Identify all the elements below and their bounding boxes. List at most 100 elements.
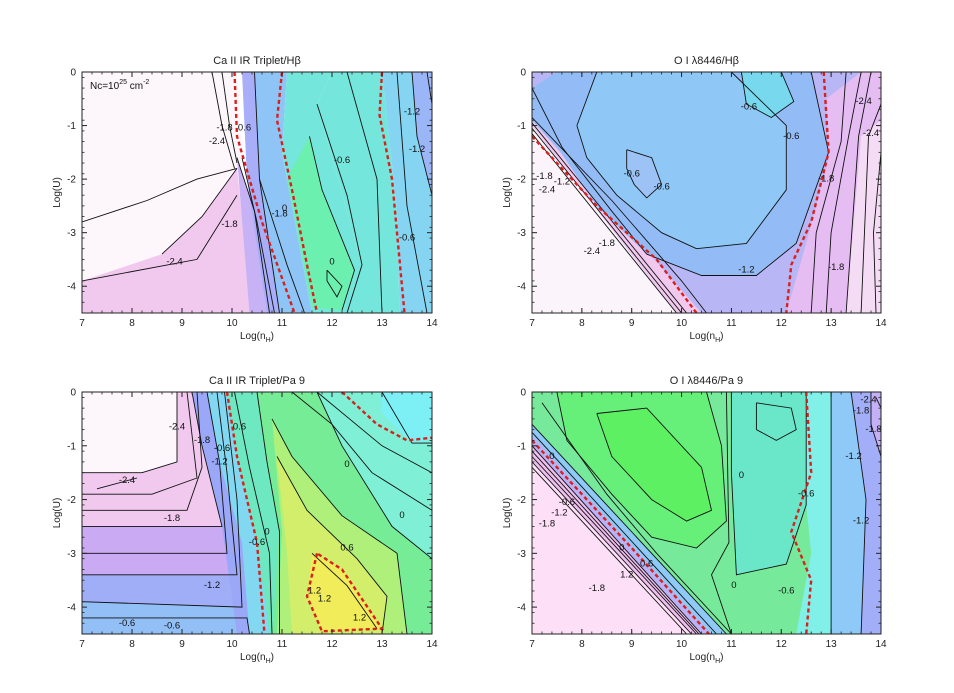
contour-line-dashed <box>233 72 296 313</box>
contour-line <box>311 552 378 629</box>
y-axis-label: Log(U) <box>502 498 513 529</box>
contour-fill <box>796 392 832 634</box>
contour-line <box>541 402 732 634</box>
contour-label: -0.6 <box>798 489 814 500</box>
plot-frame <box>81 71 433 314</box>
contour-line <box>532 127 682 313</box>
contour-line <box>276 456 388 634</box>
contour-label: -0.6 <box>653 182 669 193</box>
x-tick-label: 11 <box>277 318 288 329</box>
x-tick-label: 11 <box>726 318 737 329</box>
contour-label: 0 <box>264 526 269 537</box>
contour-label: 0 <box>549 451 554 462</box>
contour-line <box>82 392 178 474</box>
y-tick-label: -3 <box>67 549 76 560</box>
x-axis-label: Log(nH) <box>690 331 724 344</box>
contour-fill <box>851 392 881 634</box>
contour-line <box>211 72 235 169</box>
y-tick-label: -1 <box>67 441 76 452</box>
contour-label: -2.4 <box>855 96 871 107</box>
x-tick-label: 12 <box>326 318 338 329</box>
contour-line <box>234 392 273 634</box>
contour-line <box>241 157 275 313</box>
contour-fill <box>82 574 242 608</box>
contour-line <box>532 423 727 634</box>
contour-label: -0.6 <box>164 620 180 631</box>
contour-line <box>381 392 432 444</box>
contour-line <box>596 407 713 522</box>
contour-label: 1.2 <box>318 594 331 605</box>
x-tick-label: 14 <box>426 318 438 329</box>
y-tick-label: -3 <box>67 228 76 239</box>
contour-label: -0.6 <box>334 155 350 166</box>
contour-label: -1.2 <box>554 176 570 187</box>
contour-line-dashed <box>378 72 406 313</box>
contour-fill <box>82 526 237 575</box>
contour-label: -2.4 <box>166 257 182 268</box>
y-tick-label: -4 <box>67 603 76 614</box>
contour-label: -1.8 <box>221 219 237 230</box>
x-tick-label: 12 <box>776 318 788 329</box>
y-tick-label: 0 <box>520 388 526 399</box>
contour-fill <box>731 392 807 575</box>
contour-line-dashed <box>532 135 698 313</box>
contour-label: -1.2 <box>853 516 869 527</box>
contour-line-dashed <box>275 72 319 313</box>
x-tick-label: 13 <box>376 318 388 329</box>
contour-fill <box>412 72 432 196</box>
contour-label: -1.8 <box>589 583 605 594</box>
y-tick-label: -4 <box>67 282 76 293</box>
contour-line <box>532 445 702 634</box>
contour-line <box>532 450 700 634</box>
plot-frame <box>531 71 882 314</box>
contour-line <box>346 72 383 313</box>
contour-fill <box>82 392 177 473</box>
x-tick-label: 10 <box>676 639 688 650</box>
x-tick-label: 11 <box>277 639 288 650</box>
contour-line <box>82 167 238 223</box>
x-tick-label: 12 <box>326 639 338 650</box>
contour-label: -0.6 <box>783 131 799 142</box>
contour-fill <box>382 392 432 444</box>
contour-fill <box>287 136 355 311</box>
contour-line <box>875 397 881 409</box>
contour-line <box>326 269 343 298</box>
contour-label: -1.8 <box>536 171 552 182</box>
contour-line <box>740 72 795 119</box>
contour-label: 0 <box>619 542 624 553</box>
contour-label: 0.6 <box>238 123 251 134</box>
chart-title: O I λ8446/Hβ <box>674 55 739 67</box>
x-axis-label: Log(nH) <box>240 331 274 344</box>
chart-title: Ca II IR Triplet/Pa 9 <box>209 375 305 387</box>
plot-frame <box>531 391 882 635</box>
contour-fill <box>576 72 787 249</box>
contour-line <box>316 103 363 313</box>
contour-line <box>825 72 862 313</box>
contour-line <box>755 402 797 441</box>
contour-line <box>532 466 687 634</box>
contour-label: -1.8 <box>818 174 834 185</box>
density-annotation: Nc=1025 cm-2 <box>90 79 149 92</box>
y-axis-label: Log(U) <box>52 498 63 529</box>
x-tick-label: 8 <box>579 639 585 650</box>
contour-label: -1.2 <box>551 508 567 519</box>
contour-line <box>82 617 250 634</box>
contour-line <box>82 194 238 282</box>
contour-line <box>254 72 305 313</box>
contour-label: -1.8 <box>865 424 881 435</box>
x-tick-label: 14 <box>426 639 438 650</box>
y-tick-label: -3 <box>517 549 526 560</box>
contour-fill <box>317 72 400 313</box>
contour-line <box>82 392 223 527</box>
y-tick-label: -1 <box>517 441 526 452</box>
contour-line <box>411 72 432 196</box>
y-tick-label: 0 <box>520 68 526 79</box>
contour-fill <box>596 408 712 522</box>
contour-fill <box>82 168 252 313</box>
contour-label: -1.8 <box>271 208 287 219</box>
contour-label: -1.2 <box>404 107 420 118</box>
contour-label: -1.8 <box>853 405 869 416</box>
x-tick-label: 10 <box>226 318 238 329</box>
contour-fill <box>82 392 222 527</box>
contour-line <box>532 461 692 634</box>
